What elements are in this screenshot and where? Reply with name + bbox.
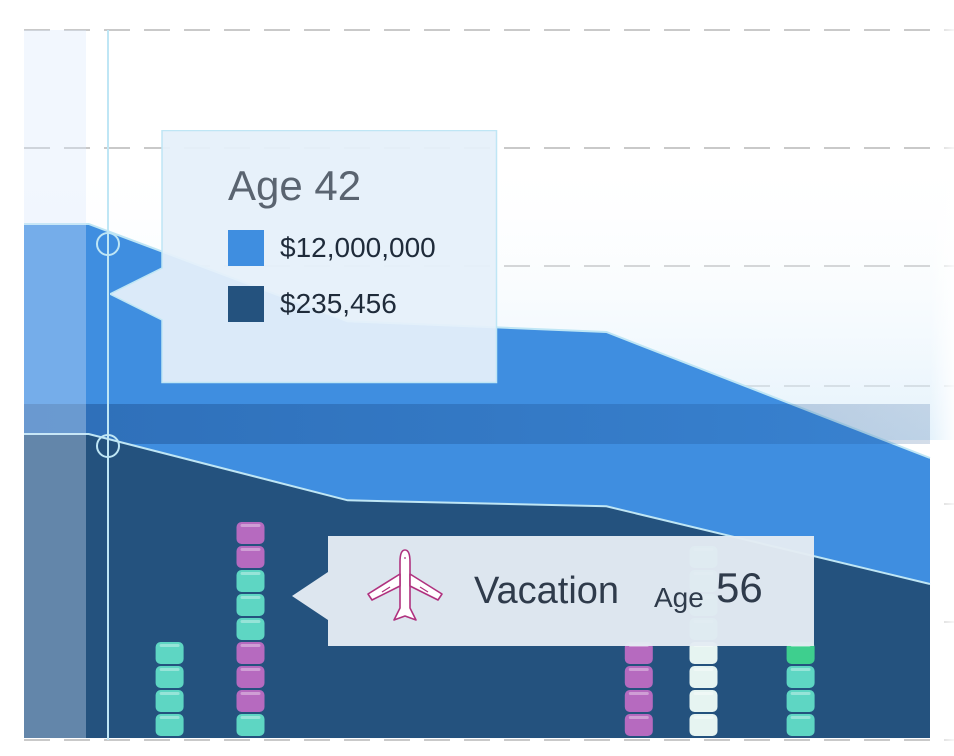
age-tooltip: Age 42 $12,000,000 $235,456 bbox=[110, 130, 498, 384]
legend-swatch-base bbox=[228, 286, 264, 322]
event-bar-0-shine-1 bbox=[159, 692, 180, 695]
event-bar-1-segment-3 bbox=[236, 642, 265, 664]
area-band bbox=[24, 404, 930, 444]
event-bar-0-shine-2 bbox=[159, 668, 180, 671]
event-bar-3-segment-3 bbox=[689, 642, 718, 664]
cursor-marker-base bbox=[96, 434, 120, 458]
legend-value-total: $12,000,000 bbox=[280, 232, 436, 263]
legend-item-total: $12,000,000 bbox=[228, 230, 436, 266]
event-bar-1-segment-4 bbox=[236, 618, 265, 640]
event-bar-1-shine-3 bbox=[240, 644, 261, 647]
event-bar-2-segment-0 bbox=[624, 714, 653, 736]
event-bar-4-shine-0 bbox=[790, 716, 811, 719]
event-bar-0-segment-2 bbox=[155, 666, 184, 688]
event-bar-0-segment-0 bbox=[155, 714, 184, 736]
event-bar-2-shine-0 bbox=[628, 716, 649, 719]
event-bar-2-segment-1 bbox=[624, 690, 653, 712]
legend-swatch-total bbox=[228, 230, 264, 266]
event-age-value: 56 bbox=[716, 564, 763, 611]
hover-highlight bbox=[24, 30, 86, 738]
cursor-marker-total bbox=[96, 232, 120, 256]
event-bar-1-shine-2 bbox=[240, 668, 261, 671]
legend-item-base: $235,456 bbox=[228, 286, 436, 322]
event-bar-4-segment-3 bbox=[786, 642, 815, 664]
event-bar-3-shine-2 bbox=[693, 668, 714, 671]
event-bar-1-segment-7 bbox=[236, 546, 265, 568]
event-bar-1-shine-5 bbox=[240, 596, 261, 599]
tooltip-bubble bbox=[110, 130, 498, 384]
tooltip-age-label: Age 42 bbox=[228, 162, 362, 209]
line-base bbox=[24, 433, 931, 585]
event-bar-1-shine-4 bbox=[240, 620, 261, 623]
event-bar-0-segment-3 bbox=[155, 642, 184, 664]
event-bar-1-segment-5 bbox=[236, 594, 265, 616]
event-bar-1-shine-1 bbox=[240, 692, 261, 695]
airplane-icon bbox=[360, 544, 450, 639]
event-bar-1-shine-6 bbox=[240, 572, 261, 575]
event-bar-1-segment-2 bbox=[236, 666, 265, 688]
event-bar-4-segment-1 bbox=[786, 690, 815, 712]
event-bar-4-segment-2 bbox=[786, 666, 815, 688]
event-bars bbox=[155, 522, 815, 736]
event-age-word: Age bbox=[654, 582, 704, 613]
event-bar-1-shine-8 bbox=[240, 524, 261, 527]
event-bar-4 bbox=[786, 642, 815, 736]
event-bar-0 bbox=[155, 642, 184, 736]
event-bar-1-segment-0 bbox=[236, 714, 265, 736]
right-fade bbox=[930, 0, 954, 756]
event-bar-2-segment-2 bbox=[624, 666, 653, 688]
event-bar-2-shine-2 bbox=[628, 668, 649, 671]
event-bar-1 bbox=[236, 522, 265, 736]
event-bar-3-segment-0 bbox=[689, 714, 718, 736]
legend-value-base: $235,456 bbox=[280, 288, 397, 319]
event-bar-1-shine-7 bbox=[240, 548, 261, 551]
event-bar-0-segment-1 bbox=[155, 690, 184, 712]
event-bar-1-segment-6 bbox=[236, 570, 265, 592]
event-bar-3-shine-0 bbox=[693, 716, 714, 719]
event-bar-2-shine-1 bbox=[628, 692, 649, 695]
event-bar-0-shine-0 bbox=[159, 716, 180, 719]
event-bar-2-segment-3 bbox=[624, 642, 653, 664]
event-bar-1-shine-0 bbox=[240, 716, 261, 719]
event-callout-bubble bbox=[292, 536, 814, 646]
event-bar-3-segment-1 bbox=[689, 690, 718, 712]
event-bar-4-shine-2 bbox=[790, 668, 811, 671]
event-bar-3-segment-2 bbox=[689, 666, 718, 688]
event-bar-4-shine-1 bbox=[790, 692, 811, 695]
event-bar-1-segment-8 bbox=[236, 522, 265, 544]
event-bar-0-shine-3 bbox=[159, 644, 180, 647]
event-bar-3-shine-1 bbox=[693, 692, 714, 695]
event-label: Vacation bbox=[474, 570, 620, 612]
event-bar-2 bbox=[624, 642, 653, 736]
hover-cursor bbox=[24, 30, 120, 740]
event-bar-1-segment-1 bbox=[236, 690, 265, 712]
event-callout[interactable]: Vacation Age 56 bbox=[292, 536, 814, 646]
event-bar-4-segment-0 bbox=[786, 714, 815, 736]
